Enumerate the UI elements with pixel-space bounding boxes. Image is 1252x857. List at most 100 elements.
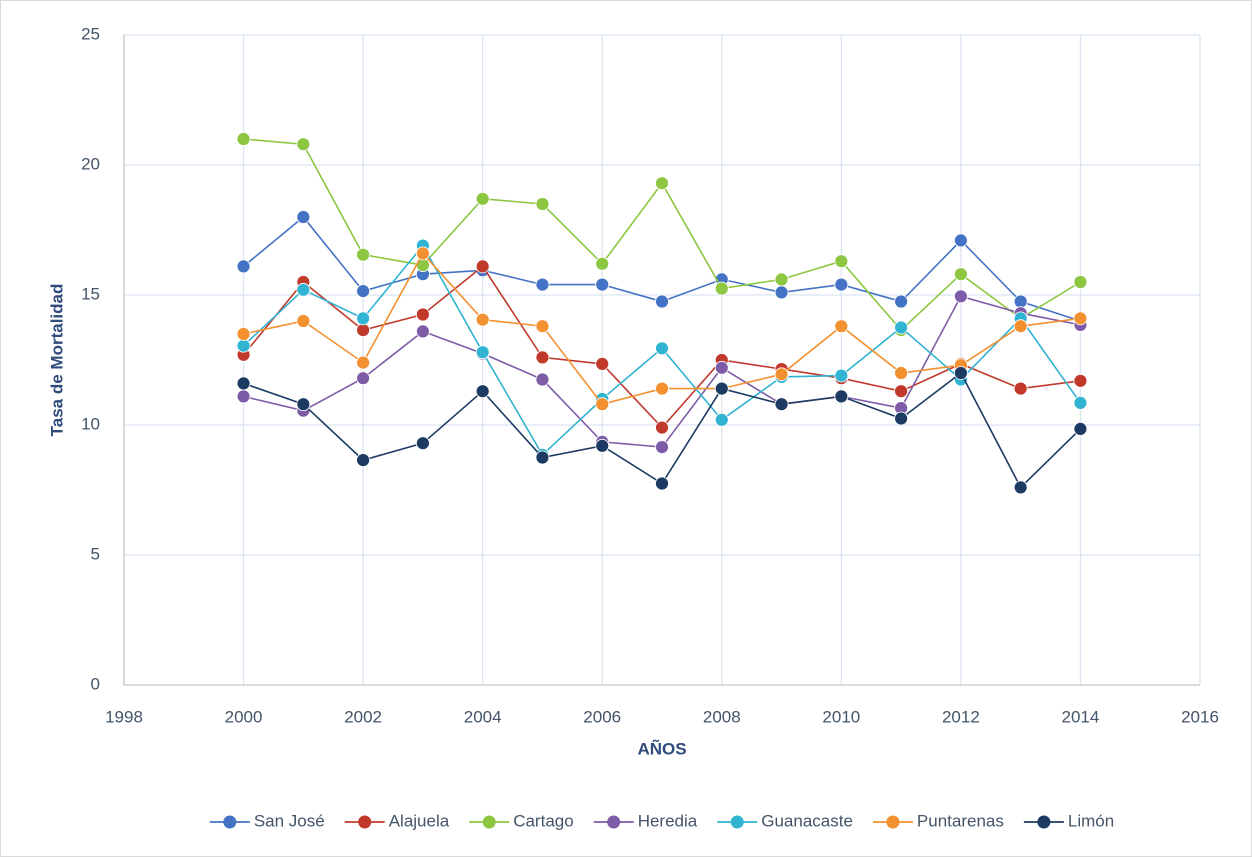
legend-label: Puntarenas (917, 811, 1004, 830)
y-axis-title: Tasa de Mortalidad (47, 284, 66, 437)
data-point (894, 294, 909, 309)
legend-marker (607, 815, 621, 829)
data-point (296, 314, 311, 328)
data-point (535, 450, 550, 465)
legend-marker (730, 815, 744, 829)
data-point (1013, 294, 1028, 309)
data-point (595, 256, 610, 271)
data-point (356, 247, 371, 262)
data-point (595, 277, 610, 292)
data-point (1073, 395, 1088, 410)
legend-item: Alajuela (344, 811, 450, 830)
data-point (953, 289, 968, 304)
data-point (953, 233, 968, 248)
x-tick-label: 2004 (464, 707, 502, 726)
data-point (356, 311, 371, 326)
legend-item: San José (209, 811, 325, 830)
legend-item: Guanacaste (717, 811, 853, 830)
data-point (1013, 480, 1028, 495)
data-point (595, 397, 610, 412)
data-point (655, 381, 669, 396)
legend-label: Cartago (513, 811, 573, 830)
data-point (415, 324, 430, 339)
data-point (714, 360, 729, 375)
data-point (774, 397, 789, 412)
x-tick-label: 2012 (942, 707, 980, 726)
data-point (655, 294, 669, 309)
data-point (595, 438, 610, 453)
x-tick-label: 2006 (583, 707, 621, 726)
data-point (236, 259, 251, 274)
legend-item: Limón (1023, 811, 1114, 830)
legend-marker (886, 815, 900, 829)
data-point (356, 453, 371, 468)
data-point (714, 412, 729, 427)
data-point (1073, 311, 1088, 326)
data-point (296, 282, 311, 297)
data-point (356, 323, 371, 338)
legend-item: Heredia (593, 811, 698, 830)
data-point (834, 389, 849, 404)
legend-label: San José (254, 811, 325, 830)
data-point (1073, 421, 1088, 436)
data-point (834, 277, 849, 292)
legend: San José Alajuela Cartago Heredia Guanacaste… (209, 811, 1114, 830)
data-point (834, 254, 849, 269)
data-point (894, 411, 909, 426)
data-point (1013, 381, 1028, 396)
data-point (1073, 373, 1088, 388)
data-point (655, 176, 669, 191)
data-point (655, 440, 669, 455)
data-point (475, 259, 490, 274)
x-tick-label: 1998 (105, 707, 143, 726)
legend-marker (1037, 815, 1051, 829)
data-point (296, 397, 311, 412)
y-tick-label: 10 (81, 414, 100, 433)
data-point (535, 350, 550, 365)
data-point (894, 384, 909, 399)
data-point (1013, 319, 1028, 334)
x-tick-label: 2014 (1062, 707, 1100, 726)
data-point (1073, 275, 1088, 289)
data-point (535, 197, 550, 211)
x-tick-label: 2008 (703, 707, 741, 726)
data-point (655, 341, 669, 356)
data-point (415, 307, 430, 322)
data-point (356, 284, 371, 299)
data-point (774, 285, 789, 300)
legend-item: Puntarenas (872, 811, 1004, 830)
data-point (475, 191, 490, 206)
y-tick-label: 20 (81, 154, 100, 173)
data-point (953, 366, 968, 380)
x-tick-label: 2000 (225, 707, 263, 726)
data-point (475, 312, 490, 327)
legend-marker (358, 815, 372, 829)
data-point (296, 210, 311, 224)
legend-marker (223, 815, 237, 829)
y-tick-label: 15 (81, 284, 100, 303)
data-point (415, 246, 430, 261)
data-point (236, 389, 251, 404)
legend-item: Cartago (469, 811, 574, 830)
data-point (953, 267, 968, 282)
data-point (714, 381, 729, 396)
data-point (655, 476, 669, 491)
x-tick-label: 2002 (344, 707, 382, 726)
data-point (655, 420, 669, 435)
data-point (834, 368, 849, 383)
legend-label: Heredia (638, 811, 698, 830)
y-tick-label: 25 (81, 24, 100, 43)
data-point (236, 338, 251, 353)
x-tick-label: 2016 (1181, 707, 1219, 726)
data-point (535, 372, 550, 387)
legend-label: Guanacaste (761, 811, 853, 830)
data-point (236, 327, 251, 341)
legend-label: Limón (1068, 811, 1114, 830)
data-point (296, 137, 311, 152)
data-point (415, 436, 430, 451)
legend-marker (482, 815, 496, 829)
data-point (475, 345, 490, 360)
